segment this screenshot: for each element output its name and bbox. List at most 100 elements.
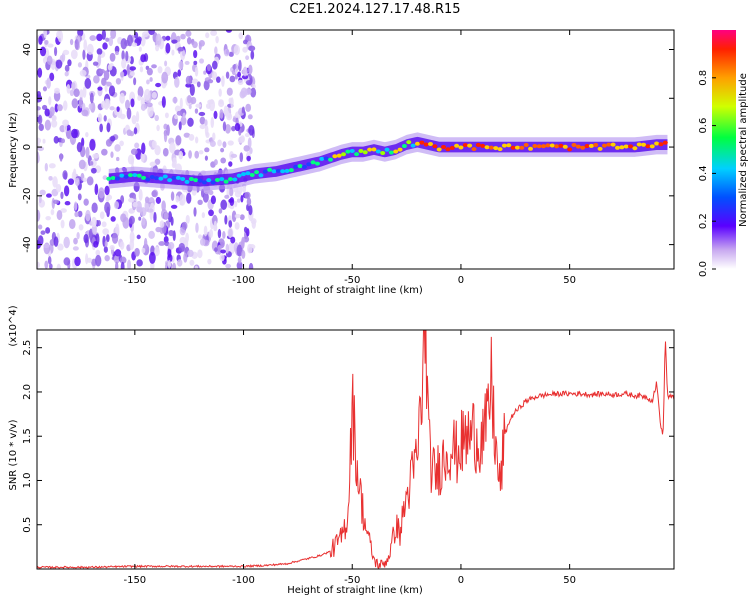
ridge-blob xyxy=(197,178,203,183)
snr-panel: -150 -100 -50 0 50 0.5 1.0 1.5 2.0 2.5 Height of… xyxy=(8,305,675,596)
spectrogram-noise-blob xyxy=(245,103,252,112)
ridge-blob xyxy=(245,171,251,176)
spectrogram-noise-blob xyxy=(250,87,257,98)
spectrogram-noise-blob xyxy=(101,100,106,109)
spectrogram-noise-blob xyxy=(115,261,119,269)
spectrogram-noise-blob xyxy=(164,241,170,247)
spectrogram-noise-blob xyxy=(246,197,252,207)
spectrogram-noise-blob xyxy=(110,135,116,142)
spectrogram-noise-blob xyxy=(210,116,215,129)
spectrogram-noise-blob xyxy=(102,42,108,50)
spectrogram-noise-blob xyxy=(38,123,44,132)
ridge-blob xyxy=(158,176,164,181)
spectrogram-noise-blob xyxy=(54,103,59,113)
spectrogram-noise-blob xyxy=(205,103,211,109)
ridge-blob xyxy=(497,147,503,152)
spectrogram-noise-blob xyxy=(241,106,245,114)
spectrogram-noise-blob xyxy=(78,159,86,170)
spectrogram-y-tick-label: 0 xyxy=(22,144,33,150)
spectrogram-noise-blob xyxy=(110,30,117,39)
spectrogram-noise-blob xyxy=(248,125,255,136)
spectrogram-noise-blob xyxy=(119,140,124,147)
spectrogram-noise-blob xyxy=(248,64,253,75)
spectrogram-noise-blob xyxy=(128,197,135,203)
ridge-blob xyxy=(501,143,507,148)
ridge-blob xyxy=(323,156,329,161)
spectrogram-noise-blob xyxy=(50,208,55,216)
spectrogram-noise-blob xyxy=(137,95,142,101)
ridge-blob xyxy=(236,173,242,178)
spectrogram-noise-blob xyxy=(44,162,48,172)
spectrogram-noise-blob xyxy=(236,261,243,269)
spectrogram-noise-blob xyxy=(182,112,186,119)
spectrogram-noise-blob xyxy=(244,191,251,199)
spectrogram-noise-blob xyxy=(237,79,244,86)
spectrogram-noise-blob xyxy=(184,60,190,65)
spectrogram-noise-blob xyxy=(159,220,165,228)
spectrogram-noise-blob xyxy=(49,263,53,269)
spectrogram-noise-blob xyxy=(37,106,41,111)
spectrogram-noise-blob xyxy=(236,244,243,257)
spectrogram-noise-blob xyxy=(97,113,103,123)
ridge-blob xyxy=(393,149,399,154)
spectrogram-noise-blob xyxy=(215,35,219,44)
spectrogram-noise-blob xyxy=(172,157,177,167)
ridge-blob xyxy=(514,145,520,150)
spectrogram-noise-blob xyxy=(224,194,230,199)
spectrogram-noise-blob xyxy=(224,124,231,134)
spectrogram-noise-blob xyxy=(37,235,44,246)
ridge-blob xyxy=(288,168,294,173)
ridge-blob xyxy=(362,150,368,155)
spectrogram-noise-blob xyxy=(48,96,52,106)
spectrogram-noise-blob xyxy=(238,32,244,40)
spectrogram-noise-blob xyxy=(146,79,150,85)
ridge-blob xyxy=(136,173,142,178)
spectrogram-noise-blob xyxy=(57,30,64,43)
spectrogram-noise-blob xyxy=(105,196,110,202)
ridge-blob xyxy=(280,169,286,174)
spectrogram-noise-blob xyxy=(190,96,197,105)
spectrogram-noise-blob xyxy=(155,226,162,233)
spectrogram-noise-blob xyxy=(198,234,203,239)
spectrogram-noise-blob xyxy=(73,168,77,178)
spectrogram-noise-blob xyxy=(85,131,89,138)
spectrogram-noise-blob xyxy=(113,254,120,264)
spectrogram-noise-blob xyxy=(178,242,186,253)
snr-y-tick-label: 1.5 xyxy=(22,428,33,444)
spectrogram-noise-blob xyxy=(54,87,60,94)
spectrogram-noise-blob xyxy=(127,259,132,269)
spectrogram-noise-blob xyxy=(188,104,192,110)
spectrogram-noise-blob xyxy=(140,35,146,47)
spectrogram-noise-blob xyxy=(55,184,62,193)
spectrogram-noise-blob xyxy=(141,247,146,254)
spectrogram-noise-blob xyxy=(83,198,89,206)
spectrogram-noise-blob xyxy=(57,243,64,251)
snr-y-scale-label: (x10^4) xyxy=(8,305,19,346)
spectrogram-noise-blob xyxy=(119,256,127,264)
spectrogram-noise-blob xyxy=(187,117,194,127)
spectrogram-noise-blob xyxy=(144,88,151,101)
spectrogram-noise-blob xyxy=(56,104,63,112)
spectrogram-noise-blob xyxy=(231,210,237,223)
spectrogram-noise-blob xyxy=(188,150,192,159)
spectrogram-noise-blob xyxy=(82,86,87,98)
spectrogram-noise-blob xyxy=(214,46,218,55)
spectrogram-noise-blob xyxy=(92,61,99,66)
ridge-blob xyxy=(493,146,499,151)
snr-y-label: SNR (10 * v/v) xyxy=(8,419,19,490)
spectrogram-noise-blob xyxy=(219,108,224,120)
spectrogram-noise-blob xyxy=(140,103,147,111)
spectrogram-noise-blob xyxy=(86,176,94,186)
ridge-blob xyxy=(467,143,473,148)
spectrogram-noise-blob xyxy=(60,138,66,144)
spectrogram-noise-blob xyxy=(178,151,184,160)
spectrogram-noise-blob xyxy=(127,154,135,165)
spectrogram-noise-blob xyxy=(38,35,43,45)
ridge-blob xyxy=(167,178,173,183)
spectrogram-noise-blob xyxy=(232,64,237,70)
ridge-blob xyxy=(536,144,542,149)
ridge-blob xyxy=(154,176,160,181)
spectrogram-noise-blob xyxy=(228,220,233,228)
spectrogram-noise-blob xyxy=(222,141,227,149)
spectrogram-noise-blob xyxy=(242,46,248,53)
